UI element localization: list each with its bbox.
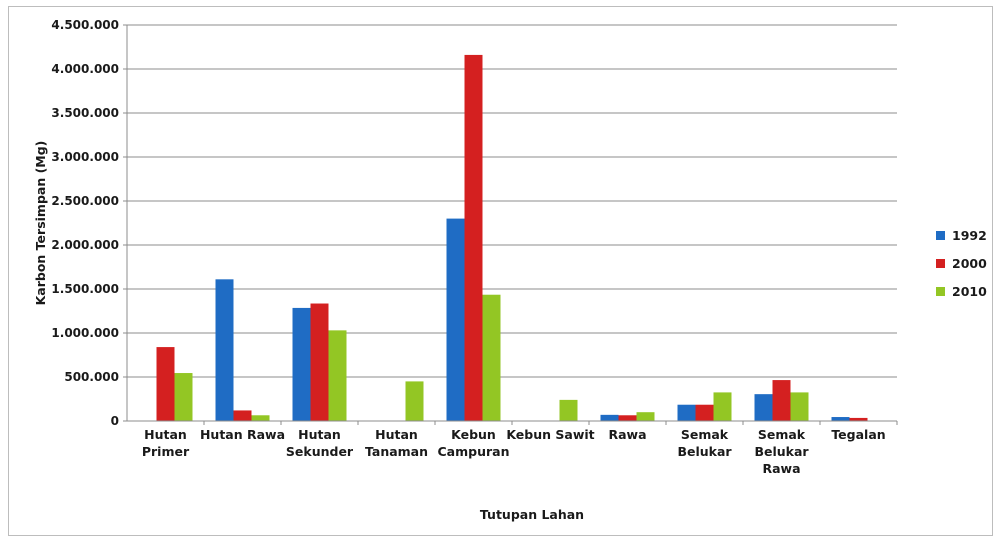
y-tick-label: 1.000.000 [51,326,119,340]
bar-2010 [636,412,655,421]
x-category-label: Hutan Primer [142,427,190,459]
bar-1992 [292,307,311,421]
bar-2000 [618,415,637,421]
bar-2000 [695,404,714,421]
legend-swatch-2010 [936,287,945,296]
legend-swatch-2000 [936,259,945,268]
bar-1992 [446,218,465,421]
bar-2010 [482,294,501,421]
bar-2000 [310,303,329,421]
x-category-label: Semak Belukar [677,427,732,459]
x-category-label: Semak Belukar Rawa [754,427,809,476]
x-category-label: Hutan Sekunder [286,427,354,459]
x-category-label: Kebun Sawit [506,427,594,442]
bar-2000 [772,380,791,421]
x-category-label: Tegalan [831,427,885,442]
bars [156,54,868,422]
bar-2010 [328,330,347,421]
legend-label-2010: 2010 [952,284,987,299]
bar-1992 [831,417,850,421]
x-axis-categories: Hutan Primer Hutan Rawa Hutan Sekunder Hutan T… [142,421,898,476]
y-tick-label: 4.000.000 [51,62,119,76]
bar-2010 [251,415,270,421]
bar-chart: 0 500.000 1.000.000 1.500.000 2.000.000 2.500… [33,18,987,522]
bar-2010 [405,381,424,421]
y-axis-ticks: 0 500.000 1.000.000 1.500.000 2.000.000 2.500… [51,18,127,428]
x-category-label: Rawa [608,427,646,442]
y-tick-label: 3.000.000 [51,150,119,164]
chart-frame: 0 500.000 1.000.000 1.500.000 2.000.000 2.500… [8,6,993,536]
bar-2010 [790,392,809,421]
gridlines [127,24,897,378]
y-tick-label: 2.000.000 [51,238,119,252]
bar-2000 [156,347,175,421]
bar-2000 [849,417,868,421]
bar-2000 [464,54,483,422]
y-tick-label: 1.500.000 [51,282,119,296]
bar-2000 [233,410,252,421]
bar-2010 [174,373,193,421]
x-category-label: Hutan Rawa [200,427,285,442]
bar-1992 [677,404,696,421]
legend-label-1992: 1992 [952,228,987,243]
y-tick-label: 3.500.000 [51,106,119,120]
y-tick-label: 500.000 [64,370,119,384]
y-tick-label: 4.500.000 [51,18,119,32]
bar-1992 [600,414,619,421]
y-axis-title: Karbon Tersimpan (Mg) [33,141,48,306]
x-category-label: Kebun Campuran [438,427,510,459]
legend: 1992 2000 2010 [936,228,987,299]
bar-2010 [559,399,578,421]
x-axis-title: Tutupan Lahan [480,507,584,522]
x-category-label: Hutan Tanaman [365,427,428,459]
legend-label-2000: 2000 [952,256,987,271]
bar-2010 [713,392,732,421]
y-tick-label: 0 [111,414,119,428]
legend-swatch-1992 [936,231,945,240]
y-tick-label: 2.500.000 [51,194,119,208]
bar-1992 [215,279,234,421]
bar-1992 [754,394,773,421]
